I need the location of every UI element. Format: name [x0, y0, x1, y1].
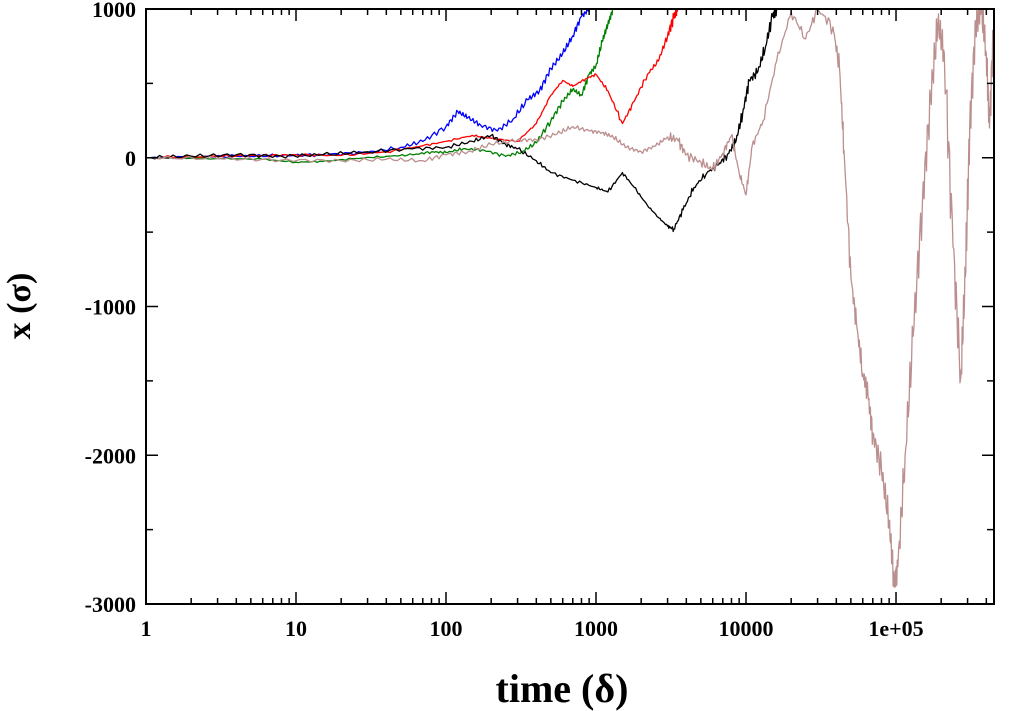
x-tick-label: 10000 [719, 616, 774, 641]
x-tick-label: 1 [141, 616, 152, 641]
series-layer [146, 9, 994, 588]
y-tick-label: -1000 [85, 295, 136, 320]
x-tick-label: 100 [430, 616, 463, 641]
series-line-4 [146, 9, 778, 233]
x-axis-title: time (δ) [496, 666, 629, 711]
series-line-3 [146, 9, 679, 160]
x-tick-label: 1e+05 [868, 616, 923, 641]
y-axis-title: x (σ) [1, 273, 38, 340]
y-axis: 1000 0 -1000 -2000 -3000 [85, 0, 994, 617]
x-axis: 1 10 100 1000 10000 1e+05 [141, 9, 988, 641]
series-line-2 [146, 9, 614, 164]
x-tick-label: 1000 [574, 616, 618, 641]
plot-frame [145, 8, 995, 605]
y-tick-label: 1000 [92, 0, 136, 22]
y-tick-label: -2000 [85, 443, 136, 468]
series-line-5 [146, 9, 994, 588]
x-tick-label: 10 [285, 616, 307, 641]
y-tick-label: -3000 [85, 592, 136, 617]
y-tick-label: 0 [125, 146, 136, 171]
